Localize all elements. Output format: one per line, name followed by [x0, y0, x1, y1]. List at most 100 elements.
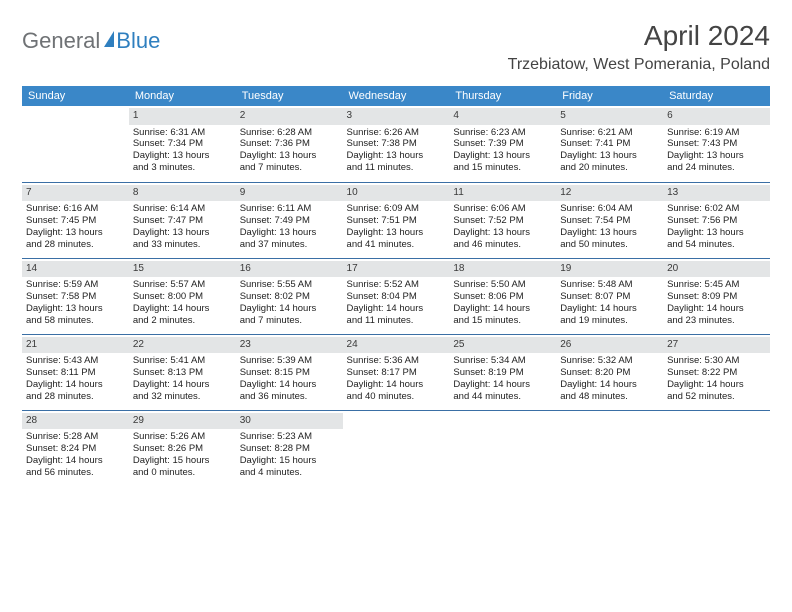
day-details: Sunrise: 5:55 AMSunset: 8:02 PMDaylight:…: [240, 279, 339, 327]
daylight-text: Daylight: 14 hours: [26, 455, 125, 467]
sunset-text: Sunset: 7:52 PM: [453, 215, 552, 227]
daylight-text: Daylight: 14 hours: [667, 379, 766, 391]
day-number: 7: [22, 185, 129, 202]
daylight-text: and 2 minutes.: [133, 315, 232, 327]
sunrise-text: Sunrise: 6:02 AM: [667, 203, 766, 215]
sunrise-text: Sunrise: 5:43 AM: [26, 355, 125, 367]
daylight-text: Daylight: 14 hours: [560, 303, 659, 315]
sunrise-text: Sunrise: 6:23 AM: [453, 127, 552, 139]
calendar-cell: 3Sunrise: 6:26 AMSunset: 7:38 PMDaylight…: [343, 106, 450, 182]
day-number: 10: [343, 185, 450, 202]
sunset-text: Sunset: 7:47 PM: [133, 215, 232, 227]
daylight-text: Daylight: 15 hours: [240, 455, 339, 467]
sunset-text: Sunset: 8:06 PM: [453, 291, 552, 303]
day-details: Sunrise: 5:50 AMSunset: 8:06 PMDaylight:…: [453, 279, 552, 327]
day-details: Sunrise: 5:48 AMSunset: 8:07 PMDaylight:…: [560, 279, 659, 327]
daylight-text: and 28 minutes.: [26, 239, 125, 251]
daylight-text: Daylight: 14 hours: [667, 303, 766, 315]
sunset-text: Sunset: 8:15 PM: [240, 367, 339, 379]
daylight-text: and 4 minutes.: [240, 467, 339, 479]
day-details: Sunrise: 6:09 AMSunset: 7:51 PMDaylight:…: [347, 203, 446, 251]
daylight-text: and 15 minutes.: [453, 315, 552, 327]
daylight-text: and 11 minutes.: [347, 315, 446, 327]
location-text: Trzebiatow, West Pomerania, Poland: [508, 56, 770, 74]
daylight-text: and 15 minutes.: [453, 162, 552, 174]
daylight-text: Daylight: 14 hours: [133, 379, 232, 391]
weekday-sunday: Sunday: [22, 86, 129, 106]
daylight-text: and 33 minutes.: [133, 239, 232, 251]
sunrise-text: Sunrise: 6:06 AM: [453, 203, 552, 215]
calendar-cell: 11Sunrise: 6:06 AMSunset: 7:52 PMDayligh…: [449, 182, 556, 258]
day-details: Sunrise: 5:36 AMSunset: 8:17 PMDaylight:…: [347, 355, 446, 403]
sunset-text: Sunset: 7:51 PM: [347, 215, 446, 227]
sunrise-text: Sunrise: 6:21 AM: [560, 127, 659, 139]
daylight-text: and 58 minutes.: [26, 315, 125, 327]
day-details: Sunrise: 5:28 AMSunset: 8:24 PMDaylight:…: [26, 431, 125, 479]
calendar-cell: [556, 410, 663, 486]
day-number: 15: [129, 261, 236, 278]
calendar-week-row: 21Sunrise: 5:43 AMSunset: 8:11 PMDayligh…: [22, 334, 770, 410]
sunset-text: Sunset: 8:20 PM: [560, 367, 659, 379]
calendar-cell: 27Sunrise: 5:30 AMSunset: 8:22 PMDayligh…: [663, 334, 770, 410]
day-details: Sunrise: 6:02 AMSunset: 7:56 PMDaylight:…: [667, 203, 766, 251]
calendar-cell: 15Sunrise: 5:57 AMSunset: 8:00 PMDayligh…: [129, 258, 236, 334]
day-number: 3: [343, 108, 450, 125]
day-number: 4: [449, 108, 556, 125]
day-details: Sunrise: 5:30 AMSunset: 8:22 PMDaylight:…: [667, 355, 766, 403]
header: General Blue April 2024 Trzebiatow, West…: [22, 20, 770, 74]
sunset-text: Sunset: 7:39 PM: [453, 138, 552, 150]
sunrise-text: Sunrise: 5:57 AM: [133, 279, 232, 291]
weekday-monday: Monday: [129, 86, 236, 106]
sunrise-text: Sunrise: 5:36 AM: [347, 355, 446, 367]
logo-text-blue: Blue: [116, 28, 160, 54]
day-number: 29: [129, 413, 236, 430]
sunset-text: Sunset: 8:19 PM: [453, 367, 552, 379]
daylight-text: and 3 minutes.: [133, 162, 232, 174]
calendar-cell: 18Sunrise: 5:50 AMSunset: 8:06 PMDayligh…: [449, 258, 556, 334]
day-details: Sunrise: 5:43 AMSunset: 8:11 PMDaylight:…: [26, 355, 125, 403]
sunset-text: Sunset: 7:49 PM: [240, 215, 339, 227]
day-number: 14: [22, 261, 129, 278]
daylight-text: Daylight: 15 hours: [133, 455, 232, 467]
daylight-text: Daylight: 14 hours: [133, 303, 232, 315]
day-number: 21: [22, 337, 129, 354]
day-number: 5: [556, 108, 663, 125]
weekday-thursday: Thursday: [449, 86, 556, 106]
daylight-text: and 36 minutes.: [240, 391, 339, 403]
daylight-text: and 44 minutes.: [453, 391, 552, 403]
day-details: Sunrise: 6:16 AMSunset: 7:45 PMDaylight:…: [26, 203, 125, 251]
day-details: Sunrise: 5:41 AMSunset: 8:13 PMDaylight:…: [133, 355, 232, 403]
sunrise-text: Sunrise: 5:45 AM: [667, 279, 766, 291]
calendar-cell: [343, 410, 450, 486]
day-number: 17: [343, 261, 450, 278]
daylight-text: and 0 minutes.: [133, 467, 232, 479]
daylight-text: and 56 minutes.: [26, 467, 125, 479]
calendar-cell: 23Sunrise: 5:39 AMSunset: 8:15 PMDayligh…: [236, 334, 343, 410]
day-details: Sunrise: 6:06 AMSunset: 7:52 PMDaylight:…: [453, 203, 552, 251]
calendar-cell: [663, 410, 770, 486]
sunset-text: Sunset: 8:00 PM: [133, 291, 232, 303]
sunset-text: Sunset: 7:36 PM: [240, 138, 339, 150]
sunrise-text: Sunrise: 5:23 AM: [240, 431, 339, 443]
day-number: 26: [556, 337, 663, 354]
daylight-text: and 23 minutes.: [667, 315, 766, 327]
calendar-cell: 14Sunrise: 5:59 AMSunset: 7:58 PMDayligh…: [22, 258, 129, 334]
daylight-text: and 54 minutes.: [667, 239, 766, 251]
day-details: Sunrise: 5:57 AMSunset: 8:00 PMDaylight:…: [133, 279, 232, 327]
calendar-cell: 6Sunrise: 6:19 AMSunset: 7:43 PMDaylight…: [663, 106, 770, 182]
day-number: 24: [343, 337, 450, 354]
sunrise-text: Sunrise: 6:16 AM: [26, 203, 125, 215]
day-details: Sunrise: 6:11 AMSunset: 7:49 PMDaylight:…: [240, 203, 339, 251]
daylight-text: Daylight: 13 hours: [453, 150, 552, 162]
day-details: Sunrise: 5:59 AMSunset: 7:58 PMDaylight:…: [26, 279, 125, 327]
calendar-cell: 19Sunrise: 5:48 AMSunset: 8:07 PMDayligh…: [556, 258, 663, 334]
day-number: 23: [236, 337, 343, 354]
daylight-text: Daylight: 14 hours: [240, 303, 339, 315]
sunrise-text: Sunrise: 6:31 AM: [133, 127, 232, 139]
sunrise-text: Sunrise: 5:41 AM: [133, 355, 232, 367]
sunrise-text: Sunrise: 5:26 AM: [133, 431, 232, 443]
sunset-text: Sunset: 8:02 PM: [240, 291, 339, 303]
sunrise-text: Sunrise: 5:52 AM: [347, 279, 446, 291]
day-details: Sunrise: 5:32 AMSunset: 8:20 PMDaylight:…: [560, 355, 659, 403]
sunrise-text: Sunrise: 5:28 AM: [26, 431, 125, 443]
